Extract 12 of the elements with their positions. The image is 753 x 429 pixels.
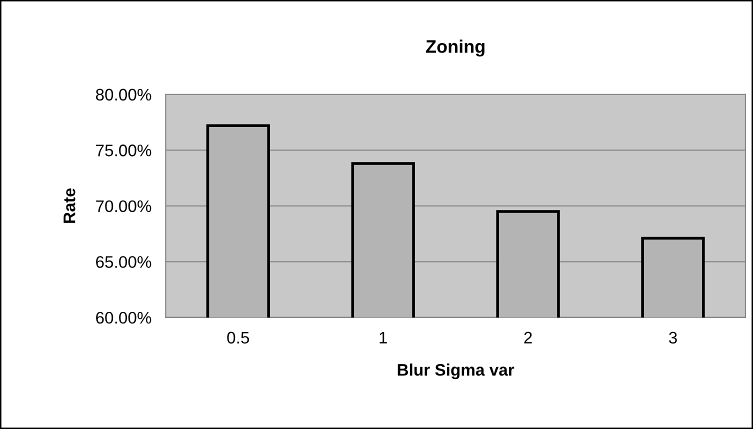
y-tick-label: 60.00%: [96, 312, 152, 324]
y-tick-label: 65.00%: [96, 256, 152, 268]
y-axis-title: Rate: [64, 188, 76, 223]
y-tick-label: 75.00%: [96, 144, 152, 156]
x-axis-title: Blur Sigma var: [398, 364, 514, 380]
chart-title: Zoning: [426, 40, 484, 57]
x-tick-label: 1: [380, 332, 387, 344]
x-tick-label: 2: [524, 332, 532, 344]
y-tick-label: 70.00%: [96, 200, 152, 212]
x-tick-label: 3: [668, 332, 677, 344]
x-tick-label: 0.5: [227, 332, 250, 344]
y-tick-label: 80.00%: [96, 88, 152, 101]
